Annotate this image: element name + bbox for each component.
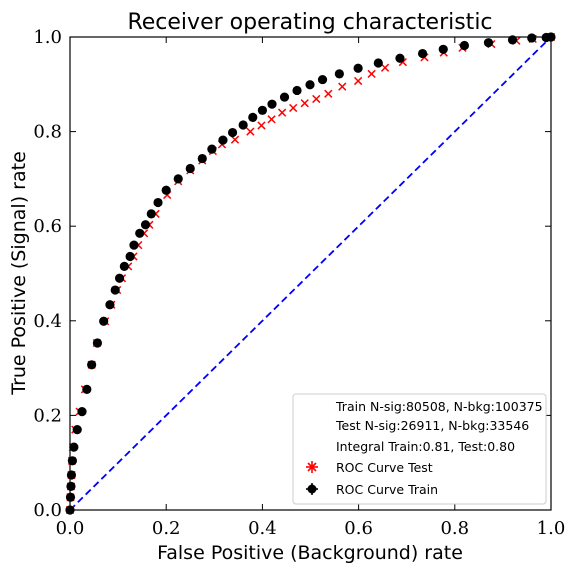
train-point — [92, 338, 103, 348]
train-point — [373, 58, 383, 68]
train-point — [140, 220, 151, 230]
train-point — [395, 53, 405, 63]
ticks-layer: 0.0 0.2 0.4 0.6 0.8 1.0 0.0 0.2 0.4 0.6 0.8 1.0 — [33, 27, 565, 539]
train-point — [218, 135, 228, 145]
train-point — [99, 316, 109, 326]
train-point — [238, 120, 248, 130]
train-point — [207, 144, 217, 154]
test-point — [367, 69, 376, 79]
x-tick-label: 0.0 — [56, 518, 85, 539]
y-tick-label: 0.6 — [33, 216, 62, 237]
x-tick-label: 0.8 — [440, 518, 469, 539]
diagonal-line — [69, 36, 552, 511]
test-point — [380, 63, 390, 72]
chart-title: Receiver operating characteristic — [127, 10, 492, 35]
train-point — [227, 127, 238, 138]
train-point — [161, 185, 171, 195]
test-point — [257, 121, 266, 130]
train-point — [135, 228, 145, 238]
x-tick-label: 0.6 — [344, 518, 373, 539]
train-point — [114, 273, 125, 283]
diagonal-layer — [69, 36, 552, 511]
train-point — [72, 424, 82, 435]
legend-test-counts: Test N-sig:26911, N-bkg:33546 — [335, 418, 529, 433]
legend-integral: Integral Train:0.81, Test:0.80 — [336, 439, 515, 454]
train-point — [66, 481, 76, 491]
y-tick-label: 0.8 — [33, 122, 62, 143]
train-point — [146, 209, 156, 219]
train-point — [257, 105, 267, 115]
x-tick-label: 1.0 — [537, 518, 566, 539]
train-point — [87, 360, 97, 370]
x-tick-label: 0.4 — [248, 518, 277, 539]
train-point — [119, 261, 129, 272]
legend-train-label: ROC Curve Train — [336, 482, 438, 497]
train-point — [279, 92, 290, 102]
legend-train-counts: Train N-sig:80508, N-bkg:100375 — [335, 399, 543, 414]
train-point — [105, 300, 115, 310]
test-point — [324, 89, 333, 98]
train-point — [125, 251, 135, 262]
test-point — [300, 99, 309, 108]
test-point — [312, 94, 321, 104]
y-tick-label: 0.4 — [33, 311, 62, 332]
y-axis-label: True Positive (Signal) rate — [8, 151, 30, 396]
x-tick-label: 0.2 — [152, 518, 181, 539]
train-point — [185, 163, 195, 174]
train-point — [197, 153, 207, 164]
train-point — [66, 470, 77, 480]
plot-frame — [69, 36, 552, 511]
test-point — [246, 127, 255, 136]
legend-test-marker — [306, 461, 318, 473]
train-point — [267, 99, 277, 109]
train-point — [82, 384, 92, 394]
train-point — [67, 456, 78, 466]
train-point — [69, 442, 79, 452]
test-point — [267, 115, 276, 124]
train-point — [459, 40, 470, 51]
y-tick-label: 1.0 — [33, 27, 62, 48]
train-point — [248, 112, 258, 123]
train-point — [353, 63, 363, 73]
train-point — [292, 85, 302, 96]
test-point — [353, 76, 363, 86]
train-point — [173, 174, 183, 184]
y-tick-label: 0.2 — [33, 405, 62, 426]
train-point — [483, 38, 494, 48]
train-point — [317, 74, 328, 85]
test-point — [338, 82, 347, 91]
legend: Train N-sig:80508, N-bkg:100375 Test N-s… — [292, 393, 547, 505]
train-point — [527, 33, 537, 43]
train-point — [438, 44, 448, 54]
legend-train-marker — [306, 483, 318, 495]
train-point — [77, 407, 87, 417]
x-axis-label: False Positive (Background) rate — [157, 542, 463, 564]
legend-test-label: ROC Curve Test — [336, 460, 433, 475]
train-point — [305, 80, 315, 90]
train-point — [110, 285, 120, 295]
test-point — [230, 135, 240, 144]
train-point — [129, 240, 139, 250]
test-point — [289, 103, 298, 113]
train-point — [153, 197, 163, 208]
y-tick-label: 0.0 — [33, 500, 62, 521]
test-point — [277, 108, 287, 117]
legend-box — [292, 393, 547, 505]
train-point — [417, 48, 428, 59]
train-point — [334, 69, 344, 79]
